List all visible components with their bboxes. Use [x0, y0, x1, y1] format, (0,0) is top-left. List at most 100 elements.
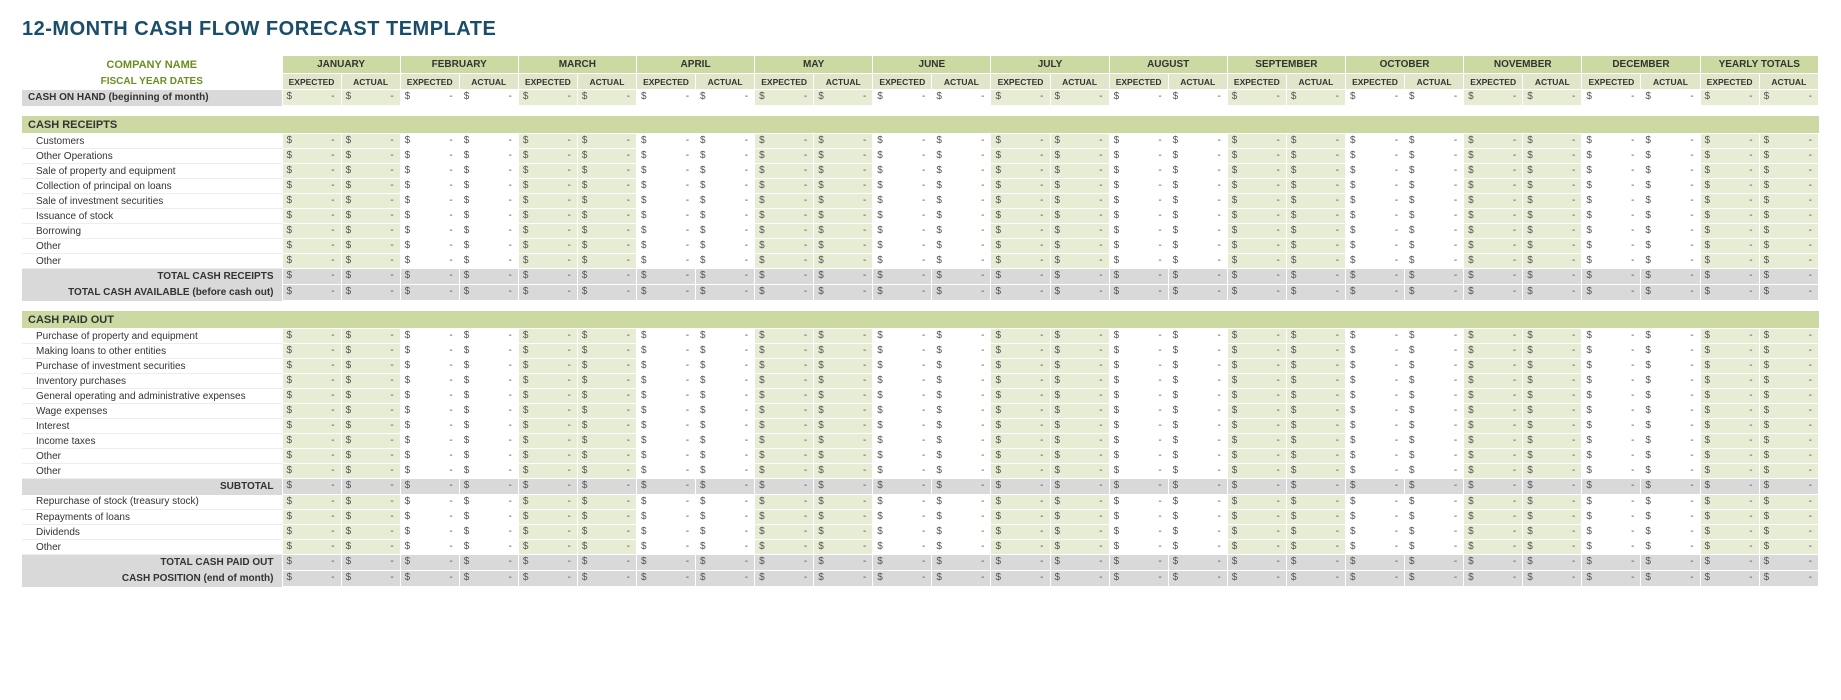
- value-cell[interactable]: [696, 389, 755, 404]
- value-cell[interactable]: [991, 149, 1050, 164]
- value-cell[interactable]: [991, 134, 1050, 149]
- value-cell[interactable]: [1227, 149, 1286, 164]
- value-cell[interactable]: [1582, 540, 1641, 555]
- value-cell[interactable]: [1759, 209, 1818, 224]
- value-cell[interactable]: [991, 239, 1050, 254]
- value-cell[interactable]: [518, 434, 577, 449]
- value-cell[interactable]: [1286, 495, 1345, 510]
- value-cell[interactable]: [1641, 404, 1700, 419]
- value-cell[interactable]: [400, 374, 459, 389]
- value-cell[interactable]: [518, 209, 577, 224]
- value-cell[interactable]: [1759, 419, 1818, 434]
- value-cell[interactable]: [341, 329, 400, 344]
- value-cell[interactable]: [696, 495, 755, 510]
- value-cell[interactable]: [1050, 149, 1109, 164]
- value-cell[interactable]: [1405, 90, 1464, 106]
- value-cell[interactable]: [991, 419, 1050, 434]
- value-cell[interactable]: [1405, 389, 1464, 404]
- value-cell[interactable]: [459, 149, 518, 164]
- value-cell[interactable]: [282, 254, 341, 269]
- value-cell[interactable]: [1168, 149, 1227, 164]
- value-cell[interactable]: [1050, 389, 1109, 404]
- value-cell[interactable]: [1759, 449, 1818, 464]
- value-cell[interactable]: [873, 464, 932, 479]
- value-cell[interactable]: [1523, 269, 1582, 285]
- value-cell[interactable]: [1641, 239, 1700, 254]
- value-cell[interactable]: [1286, 149, 1345, 164]
- value-cell[interactable]: [1227, 254, 1286, 269]
- value-cell[interactable]: [341, 149, 400, 164]
- value-cell[interactable]: [1582, 179, 1641, 194]
- value-cell[interactable]: [873, 149, 932, 164]
- value-cell[interactable]: [1050, 479, 1109, 495]
- value-cell[interactable]: [991, 344, 1050, 359]
- value-cell[interactable]: [518, 134, 577, 149]
- value-cell[interactable]: [1168, 525, 1227, 540]
- value-cell[interactable]: [636, 239, 695, 254]
- value-cell[interactable]: [1286, 555, 1345, 571]
- value-cell[interactable]: [1582, 269, 1641, 285]
- value-cell[interactable]: [755, 90, 814, 106]
- value-cell[interactable]: [1523, 464, 1582, 479]
- value-cell[interactable]: [814, 134, 873, 149]
- value-cell[interactable]: [1227, 179, 1286, 194]
- value-cell[interactable]: [1759, 540, 1818, 555]
- value-cell[interactable]: [1641, 164, 1700, 179]
- value-cell[interactable]: [873, 224, 932, 239]
- value-cell[interactable]: [1523, 134, 1582, 149]
- value-cell[interactable]: [518, 90, 577, 106]
- value-cell[interactable]: [1227, 434, 1286, 449]
- value-cell[interactable]: [873, 344, 932, 359]
- value-cell[interactable]: [341, 449, 400, 464]
- value-cell[interactable]: [1641, 479, 1700, 495]
- value-cell[interactable]: [814, 434, 873, 449]
- value-cell[interactable]: [1168, 479, 1227, 495]
- value-cell[interactable]: [636, 254, 695, 269]
- value-cell[interactable]: [577, 209, 636, 224]
- value-cell[interactable]: [400, 179, 459, 194]
- value-cell[interactable]: [518, 404, 577, 419]
- value-cell[interactable]: [1759, 464, 1818, 479]
- value-cell[interactable]: [1405, 269, 1464, 285]
- value-cell[interactable]: [341, 374, 400, 389]
- value-cell[interactable]: [755, 209, 814, 224]
- value-cell[interactable]: [341, 224, 400, 239]
- value-cell[interactable]: [577, 404, 636, 419]
- value-cell[interactable]: [1168, 449, 1227, 464]
- value-cell[interactable]: [1227, 329, 1286, 344]
- value-cell[interactable]: [1227, 90, 1286, 106]
- value-cell[interactable]: [1050, 254, 1109, 269]
- value-cell[interactable]: [1464, 239, 1523, 254]
- value-cell[interactable]: [1286, 419, 1345, 434]
- value-cell[interactable]: [341, 555, 400, 571]
- value-cell[interactable]: [1109, 434, 1168, 449]
- value-cell[interactable]: [1345, 434, 1404, 449]
- value-cell[interactable]: [814, 540, 873, 555]
- value-cell[interactable]: [873, 285, 932, 301]
- value-cell[interactable]: [1464, 254, 1523, 269]
- value-cell[interactable]: [636, 194, 695, 209]
- value-cell[interactable]: [932, 434, 991, 449]
- value-cell[interactable]: [814, 269, 873, 285]
- value-cell[interactable]: [1700, 90, 1759, 106]
- value-cell[interactable]: [1700, 239, 1759, 254]
- value-cell[interactable]: [1641, 344, 1700, 359]
- value-cell[interactable]: [1464, 329, 1523, 344]
- value-cell[interactable]: [1345, 164, 1404, 179]
- value-cell[interactable]: [1405, 510, 1464, 525]
- value-cell[interactable]: [1050, 464, 1109, 479]
- value-cell[interactable]: [1168, 269, 1227, 285]
- value-cell[interactable]: [1700, 525, 1759, 540]
- value-cell[interactable]: [1227, 224, 1286, 239]
- value-cell[interactable]: [577, 164, 636, 179]
- value-cell[interactable]: [991, 359, 1050, 374]
- value-cell[interactable]: [1641, 254, 1700, 269]
- value-cell[interactable]: [1109, 555, 1168, 571]
- value-cell[interactable]: [636, 179, 695, 194]
- value-cell[interactable]: [1759, 495, 1818, 510]
- value-cell[interactable]: [577, 510, 636, 525]
- value-cell[interactable]: [1641, 464, 1700, 479]
- value-cell[interactable]: [873, 374, 932, 389]
- value-cell[interactable]: [755, 254, 814, 269]
- value-cell[interactable]: [282, 285, 341, 301]
